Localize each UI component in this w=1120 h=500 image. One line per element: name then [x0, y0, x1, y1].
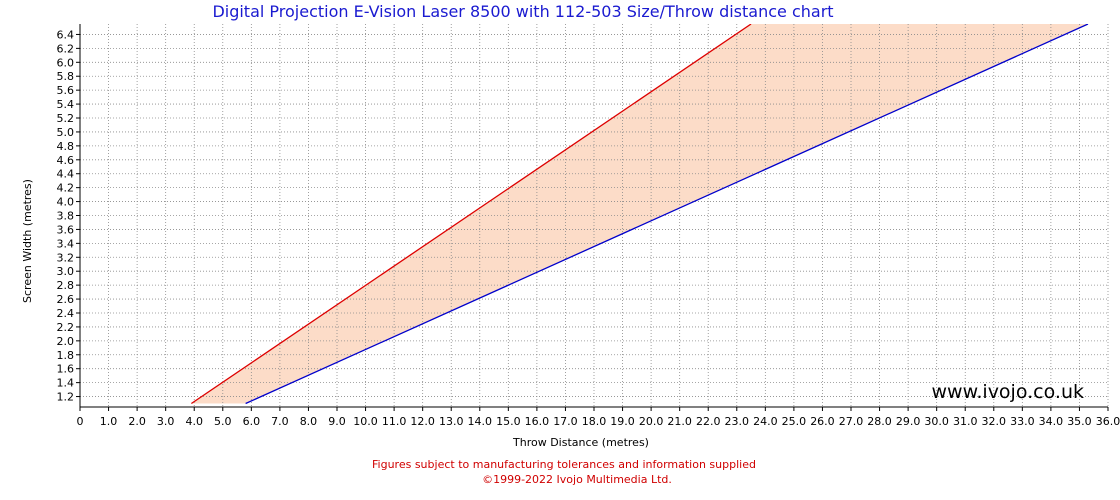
x-tick-label: 27.0 [839, 415, 864, 428]
y-tick-label: 3.6 [57, 223, 75, 236]
x-tick-label: 29.0 [896, 415, 921, 428]
x-tick-label: 22.0 [696, 415, 721, 428]
y-tick-label: 3.2 [57, 251, 75, 264]
x-tick-label: 32.0 [982, 415, 1007, 428]
x-tick-label: 13.0 [439, 415, 464, 428]
watermark: www.ivojo.co.uk [932, 381, 1085, 403]
x-tick-label: 10.0 [353, 415, 378, 428]
y-tick-label: 3.0 [57, 265, 75, 278]
x-tick-label: 15.0 [496, 415, 521, 428]
y-tick-label: 2.2 [57, 321, 75, 334]
x-tick-label: 35.0 [1067, 415, 1092, 428]
x-tick-label: 4.0 [185, 415, 203, 428]
x-tick-label: 23.0 [725, 415, 750, 428]
x-tick-label: 6.0 [243, 415, 261, 428]
x-tick-label: 1.0 [100, 415, 118, 428]
x-tick-label: 19.0 [610, 415, 635, 428]
y-tick-label: 1.8 [57, 349, 75, 362]
x-tick-label: 25.0 [782, 415, 807, 428]
y-tick-label: 5.8 [57, 70, 75, 83]
range-fill-area [191, 24, 1089, 404]
x-tick-label: 26.0 [810, 415, 835, 428]
y-tick-label: 1.4 [57, 377, 75, 390]
y-axis-label: Screen Width (metres) [21, 179, 34, 303]
y-tick-label: 2.4 [57, 307, 75, 320]
x-tick-label: 24.0 [753, 415, 778, 428]
y-tick-label: 6.0 [57, 56, 75, 69]
x-tick-label: 9.0 [328, 415, 346, 428]
x-tick-label: 20.0 [639, 415, 664, 428]
chart-title: Digital Projection E-Vision Laser 8500 w… [212, 2, 833, 21]
x-tick-label: 0 [77, 415, 84, 428]
y-tick-label: 6.2 [57, 42, 75, 55]
y-tick-label: 5.2 [57, 112, 75, 125]
y-tick-label: 1.6 [57, 363, 75, 376]
x-tick-label: 34.0 [1039, 415, 1064, 428]
x-tick-label: 8.0 [300, 415, 318, 428]
x-tick-label: 14.0 [468, 415, 493, 428]
x-tick-label: 11.0 [382, 415, 407, 428]
footer-copyright: ©1999-2022 Ivojo Multimedia Ltd. [482, 473, 672, 486]
x-tick-label: 28.0 [867, 415, 892, 428]
y-tick-label: 2.0 [57, 335, 75, 348]
y-tick-label: 4.8 [57, 140, 75, 153]
x-tick-label: 3.0 [157, 415, 175, 428]
x-tick-label: 17.0 [553, 415, 578, 428]
x-tick-label: 18.0 [582, 415, 607, 428]
x-tick-label: 21.0 [667, 415, 692, 428]
y-tick-label: 5.0 [57, 126, 75, 139]
x-tick-label: 36.0 [1096, 415, 1120, 428]
y-tick-label: 3.8 [57, 210, 75, 223]
y-tick-label: 3.4 [57, 237, 75, 250]
x-axis-label: Throw Distance (metres) [512, 436, 649, 449]
y-tick-label: 4.4 [57, 168, 75, 181]
y-tick-label: 6.4 [57, 28, 75, 41]
y-tick-label: 2.6 [57, 293, 75, 306]
y-tick-label: 5.4 [57, 98, 75, 111]
y-tick-label: 4.6 [57, 154, 75, 167]
y-tick-label: 5.6 [57, 84, 75, 97]
y-tick-label: 1.2 [57, 391, 75, 404]
x-tick-label: 31.0 [953, 415, 978, 428]
x-tick-label: 7.0 [271, 415, 289, 428]
x-tick-label: 2.0 [128, 415, 146, 428]
y-tick-label: 2.8 [57, 279, 75, 292]
x-tick-label: 16.0 [525, 415, 550, 428]
x-tick-label: 12.0 [410, 415, 435, 428]
y-tick-label: 4.0 [57, 196, 75, 209]
max-throw-line [245, 24, 1089, 405]
footer-disclaimer: Figures subject to manufacturing toleran… [372, 458, 756, 471]
x-tick-label: 5.0 [214, 415, 232, 428]
y-tick-label: 4.2 [57, 182, 75, 195]
x-tick-label: 30.0 [924, 415, 949, 428]
min-throw-line [191, 24, 752, 405]
x-tick-label: 33.0 [1010, 415, 1035, 428]
